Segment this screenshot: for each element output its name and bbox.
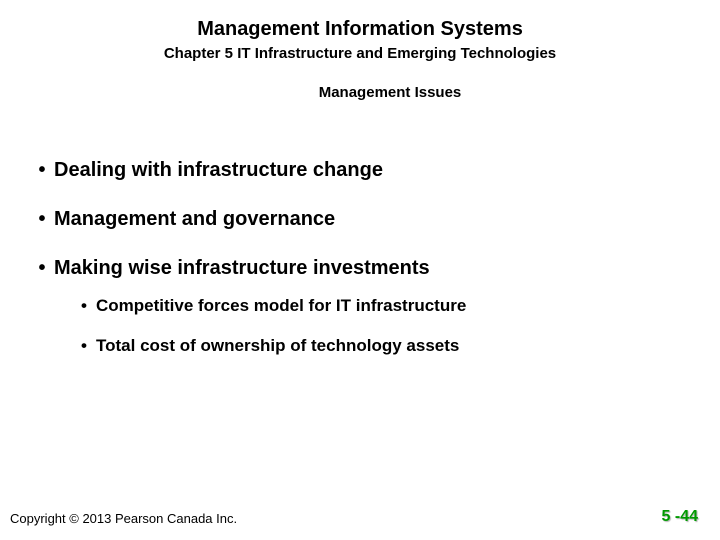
bullet-text: Competitive forces model for IT infrastr…	[96, 296, 466, 316]
bullet-dot-icon: •	[30, 257, 54, 280]
bullet-level2: • Competitive forces model for IT infras…	[72, 296, 720, 316]
slide-content: • Dealing with infrastructure change • M…	[0, 159, 720, 356]
slide-footer: Copyright © 2013 Pearson Canada Inc. 5 -…	[0, 508, 720, 526]
bullet-level1: • Management and governance	[30, 208, 720, 231]
course-title: Management Information Systems	[0, 18, 720, 41]
bullet-level2: • Total cost of ownership of technology …	[72, 336, 720, 356]
copyright-text: Copyright © 2013 Pearson Canada Inc.	[10, 511, 237, 526]
page-number: 5 -44	[662, 508, 698, 526]
bullet-level1: • Making wise infrastructure investments	[30, 257, 720, 280]
bullet-dot-icon: •	[72, 336, 96, 356]
section-heading: Management Issues	[60, 84, 720, 101]
bullet-text: Dealing with infrastructure change	[54, 159, 383, 182]
bullet-dot-icon: •	[30, 208, 54, 231]
bullet-text: Management and governance	[54, 208, 335, 231]
bullet-level1: • Dealing with infrastructure change	[30, 159, 720, 182]
bullet-dot-icon: •	[72, 296, 96, 316]
bullet-text: Total cost of ownership of technology as…	[96, 336, 459, 356]
chapter-subtitle: Chapter 5 IT Infrastructure and Emerging…	[0, 45, 720, 62]
bullet-dot-icon: •	[30, 159, 54, 182]
slide-header: Management Information Systems Chapter 5…	[0, 0, 720, 101]
bullet-text: Making wise infrastructure investments	[54, 257, 430, 280]
